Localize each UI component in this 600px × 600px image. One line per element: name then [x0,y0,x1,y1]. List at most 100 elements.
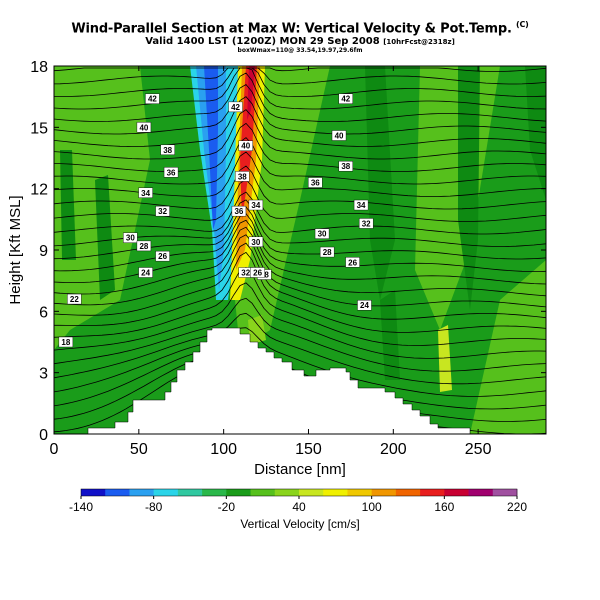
x-axis: 0 50 100 150 200 250 [50,66,492,458]
x-tick-label: 150 [295,441,322,458]
contour-label-box [338,93,354,104]
contour-label-box [358,218,374,229]
contour-label: 34 [141,189,150,198]
updraft-max [247,66,255,120]
contour-line [54,312,546,385]
contour-label-box [58,336,74,348]
colorbar-tick-label: 220 [507,500,527,514]
contour-line [54,206,546,260]
contour-line [54,165,546,210]
contour-label: 42 [148,95,157,104]
x-tick-label: 100 [210,441,237,458]
yellow-patch [438,325,452,392]
light-band [470,260,546,434]
contour-label: 26 [158,252,167,261]
colorbar-swatch [299,489,324,496]
contour-line [54,67,546,110]
contour-label-box [338,160,354,172]
colorbar: -140 -80 -20 40 100 160 220 [69,488,527,514]
y-tick-label: 9 [39,243,48,260]
contour-label-box [138,267,153,278]
dark-streak [365,66,395,300]
y-tick-label: 3 [39,366,48,383]
contour-line [54,109,546,160]
x-tick-label: 250 [465,441,492,458]
contour-label-box [308,177,323,188]
dark-streak [380,290,400,380]
contour-label-box [136,122,152,133]
contour-label-box [155,250,170,262]
contour-label: 38 [163,146,172,155]
contour-line [54,67,546,97]
contour-label-box [248,236,264,248]
contour-label-box [319,246,335,258]
contour-label-box [123,232,138,243]
contour-label-box [136,240,152,252]
contour-label: 36 [311,179,320,188]
colorbar-tick-label: -80 [145,500,163,514]
contour-label: 18 [61,338,70,347]
chart-subtitle-detail: boxWmax=110@ 33.54,19.97,29.6fm [237,47,363,54]
contour-line [54,226,546,297]
yellow-patch [248,315,266,345]
colorbar-swatch [177,489,203,496]
y-tick-label: 18 [30,59,48,76]
terrain [54,327,471,434]
contour-line [54,83,546,135]
colorbar-swatch [274,489,300,496]
downdraft-core [204,66,218,230]
contour-label: 30 [251,238,260,247]
x-tick-label: 50 [130,441,148,458]
contour-label-box [345,257,360,268]
contour-label: 30 [126,234,135,243]
contour-line [54,219,546,285]
contour-label: 24 [360,301,369,310]
contour-label: 28 [139,242,148,251]
contour-label: 42 [341,95,350,104]
contour-line [54,72,546,122]
contour-line [54,234,546,308]
contour-label: 32 [362,219,371,228]
colorbar-swatch [202,489,227,496]
contour-label: 24 [141,268,150,277]
colorbar-swatch [153,489,179,496]
contour-label-box [248,199,264,211]
colorbar-swatch [250,489,276,496]
colorbar-swatch [420,489,445,496]
contour-labels: 42 42 42 40 40 40 38 38 38 36 36 36 34 34 34 32 32 32 30 30… [58,93,374,348]
contour-line [54,67,546,72]
contour-label: 26 [253,268,262,277]
colorbar-swatch [81,489,106,496]
dark-streak [525,66,546,200]
colorbar-swatch [371,489,397,496]
contour-line [54,67,546,85]
contour-label-box [238,140,253,151]
contour-label-box [145,93,160,104]
contour-label-box [353,199,369,211]
contour-label-box [163,167,179,178]
contour-label: 30 [318,230,327,239]
contour-label-box [331,130,347,141]
contour-label: 22 [70,295,79,304]
contour-line [54,191,546,235]
y-tick-label: 15 [30,120,48,137]
colorbar-swatch [226,489,251,496]
contour-label: 26 [348,258,357,267]
chart-subtitle: Valid 1400 LST (1200Z) MON 29 Sep 2008 [… [145,36,455,47]
colorbar-swatch [105,489,130,496]
contour-label: 40 [335,132,344,141]
colorbar-tick-label: -20 [218,500,236,514]
contour-label-box [357,300,372,311]
contour-label-box [250,267,265,278]
contour-label: 28 [323,248,332,257]
contour-label-box [160,144,175,156]
colorbar-label: Vertical Velocity [cm/s] [240,517,359,531]
colorbar-tick-label: -140 [69,500,93,514]
x-tick-label: 200 [380,441,407,458]
contour-line [54,242,546,320]
colorbar-swatch [492,489,518,496]
contour-line [54,122,546,172]
contour-label: 40 [241,142,250,151]
contour-label: 32 [158,207,167,216]
